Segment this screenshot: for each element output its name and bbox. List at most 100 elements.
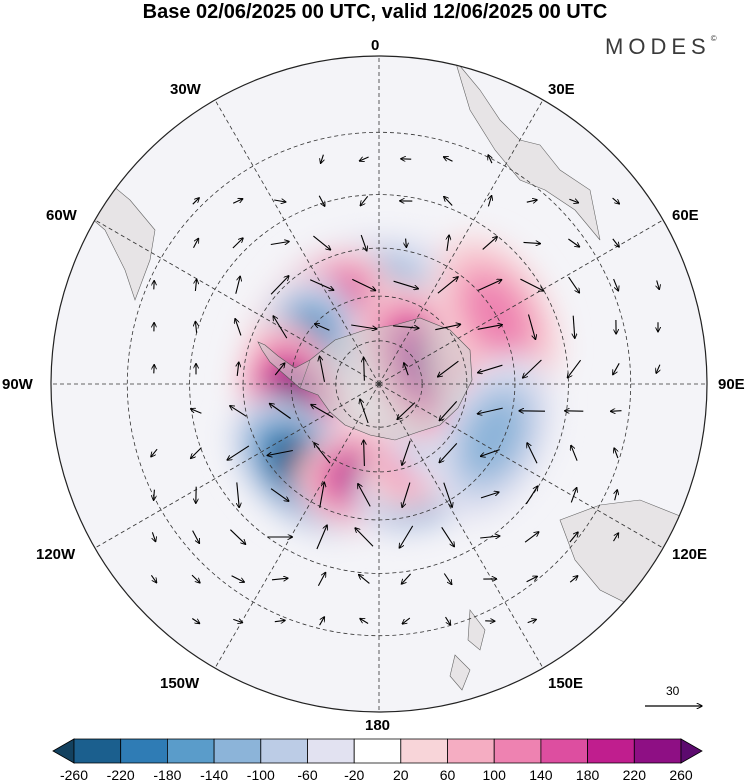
wind-arrow — [270, 242, 289, 246]
wind-arrow — [150, 574, 156, 582]
wind-arrow — [230, 406, 247, 417]
wind-arrow — [443, 482, 452, 508]
wind-arrow — [274, 200, 286, 202]
colorbar-swatch — [633, 738, 682, 764]
wind-arrow — [570, 488, 576, 503]
wind-arrow — [488, 196, 491, 207]
meridian-line — [378, 383, 544, 669]
wind-arrow — [235, 319, 242, 336]
colorbar-swatch — [307, 738, 355, 764]
colorbar-swatch — [52, 738, 75, 764]
wind-arrow — [444, 197, 453, 206]
wind-arrow — [406, 238, 407, 248]
wind-arrow — [233, 619, 242, 622]
reference-vector-label: 30 — [666, 684, 680, 698]
colorbar-tick-label: 60 — [439, 767, 456, 783]
wind-arrow — [193, 238, 199, 248]
wind-arrow — [613, 278, 619, 291]
wind-arrow — [319, 482, 325, 508]
wind-arrow — [314, 443, 331, 464]
wind-arrow — [526, 200, 537, 202]
wind-arrow — [360, 619, 369, 624]
modes-logo: MODES© — [605, 34, 717, 59]
colorbar-swatch — [260, 738, 308, 764]
wind-arrow — [191, 618, 199, 624]
lon-label-0: 0 — [371, 37, 380, 54]
wind-arrow — [192, 530, 200, 544]
colorbar-tick-label: -60 — [297, 767, 318, 783]
wind-arrow — [230, 529, 245, 545]
colorbar — [52, 738, 703, 764]
wind-arrow — [270, 488, 289, 502]
wind-arrow — [447, 235, 449, 251]
lon-label-90w: 90W — [2, 376, 33, 393]
colorbar-tick-label: -140 — [200, 767, 229, 783]
wind-arrow — [482, 237, 498, 250]
wind-arrow — [569, 576, 578, 583]
wind-arrow — [321, 154, 324, 164]
wind-arrow — [614, 448, 619, 459]
wind-arrow — [235, 276, 240, 294]
wind-arrow — [269, 404, 291, 419]
colorbar-swatch — [73, 738, 122, 764]
meridian-line — [94, 219, 380, 385]
wind-arrow — [477, 325, 503, 330]
colorbar-swatch — [353, 738, 402, 764]
antarctica-outline — [299, 317, 473, 441]
wind-arrow — [313, 235, 330, 250]
wind-arrow — [355, 528, 374, 547]
wind-arrow — [360, 399, 369, 424]
wind-arrow — [358, 484, 371, 507]
wind-arrow — [232, 199, 243, 204]
wind-arrow — [271, 578, 288, 580]
meridian-line — [378, 383, 664, 549]
lon-label-60e: 60E — [672, 207, 699, 224]
wind-arrow — [444, 157, 453, 162]
wind-arrow — [480, 536, 500, 538]
wind-arrow — [611, 411, 622, 412]
wind-arrow — [151, 448, 158, 457]
wind-arrow — [571, 445, 578, 461]
wind-arrow — [443, 573, 451, 585]
lon-label-150w: 150W — [160, 675, 200, 692]
colorbar-tick-label: -180 — [153, 767, 182, 783]
latitude-circle — [126, 131, 632, 637]
colorbar-swatch — [447, 738, 495, 764]
wind-arrow — [274, 363, 285, 376]
wind-arrow — [567, 359, 582, 378]
wind-arrow — [152, 532, 155, 541]
wind-arrow — [237, 362, 239, 376]
wind-arrow — [480, 449, 500, 457]
wind-arrow — [227, 445, 250, 460]
wind-arrow — [231, 575, 245, 582]
lon-label-90e: 90E — [718, 376, 745, 393]
wind-arrow — [445, 616, 451, 625]
wind-arrow — [488, 155, 492, 164]
colorbar-tick-label: 100 — [482, 767, 506, 783]
lon-label-30e: 30E — [548, 81, 575, 98]
colorbar-tick-label: -20 — [344, 767, 365, 783]
colorbar-swatch — [400, 738, 448, 764]
wind-arrow — [527, 619, 537, 622]
wind-arrow — [309, 279, 334, 291]
wind-arrow — [315, 324, 330, 331]
wind-arrow — [568, 276, 580, 293]
wind-arrow — [569, 199, 578, 203]
wind-arrow — [359, 575, 370, 584]
wind-arrow — [195, 321, 196, 333]
wind-arrow — [273, 316, 288, 339]
lon-label-120w: 120W — [36, 546, 76, 563]
wind-arrow — [311, 405, 334, 418]
colorbar-tick-label: -100 — [246, 767, 275, 783]
colorbar-tick-label: 220 — [622, 767, 646, 783]
wind-arrow — [525, 486, 537, 505]
wind-arrow — [397, 402, 416, 420]
wind-arrow — [401, 573, 412, 584]
wind-arrow — [613, 363, 620, 374]
colorbar-tick-label: 180 — [575, 767, 600, 783]
meridian-line — [214, 99, 380, 385]
wind-arrow — [316, 525, 327, 550]
wind-arrow — [351, 324, 377, 329]
wind-arrow — [318, 195, 325, 207]
graticule — [51, 56, 707, 712]
